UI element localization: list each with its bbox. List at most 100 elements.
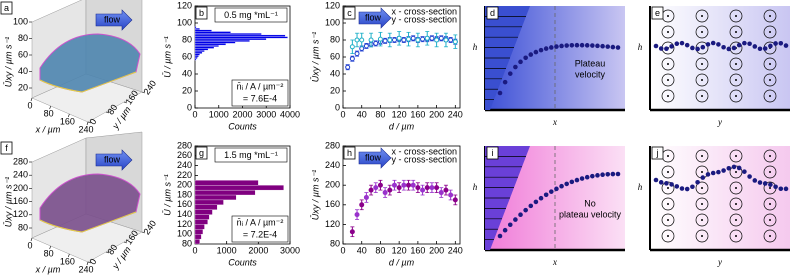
- measure-center: [667, 15, 669, 17]
- y-tick-label: 240: [325, 160, 340, 170]
- measure-circle: [763, 25, 777, 39]
- y-axis-label: Ū / µm s⁻¹: [162, 36, 172, 77]
- y-axis-label: Ūxy / µm s⁻¹: [310, 170, 320, 220]
- data-point: [429, 185, 435, 191]
- x-tick-label: 160: [410, 109, 425, 119]
- y-tick-label: 40: [182, 68, 192, 78]
- tracer-dot: [716, 42, 721, 47]
- measure-circle: [695, 197, 709, 211]
- y-tick-label: 240: [141, 78, 158, 96]
- tracer-dot: [700, 175, 706, 180]
- data-point: [420, 187, 426, 193]
- tracer-dot: [590, 43, 595, 48]
- panel-label-box: [651, 146, 664, 160]
- flow-label: flow: [365, 12, 382, 22]
- tracer-dot: [549, 189, 554, 194]
- data-point: [452, 39, 458, 45]
- tracer-dot: [742, 169, 747, 174]
- measure-circle: [695, 25, 709, 39]
- measure-center: [735, 15, 737, 17]
- schematic-axis-label: y: [717, 117, 722, 127]
- z-tick-label: 280: [13, 156, 28, 166]
- y-tick: [105, 251, 110, 254]
- tracer-dot: [778, 40, 784, 46]
- z-tick-label: 120: [13, 209, 28, 219]
- measure-circle: [661, 197, 675, 211]
- panel-label: c: [347, 8, 352, 18]
- y-tick-label: 80: [105, 243, 119, 257]
- tracer-dot: [549, 45, 554, 50]
- y-tick: [105, 111, 110, 114]
- tracer-dot: [564, 43, 569, 48]
- tracer-dot: [721, 44, 726, 50]
- x-axis-label: Counts: [228, 121, 257, 131]
- x-tick-label: 240: [78, 264, 93, 274]
- x-tick-label: 80: [44, 248, 54, 258]
- measure-center: [667, 95, 669, 97]
- plot-frame: [342, 145, 461, 245]
- data-point: [349, 229, 355, 235]
- tracer-dot: [690, 184, 695, 190]
- measure-circle: [763, 89, 777, 103]
- tracer-dot: [610, 171, 616, 177]
- measure-circle: [763, 9, 777, 23]
- tracer-dot: [768, 43, 773, 49]
- tracer-dot: [757, 46, 763, 52]
- x-axis-label: d / µm: [389, 121, 415, 131]
- schematic-axis-label: x: [552, 117, 557, 127]
- data-point: [382, 38, 388, 44]
- data-point: [349, 56, 355, 62]
- measure-circle: [661, 165, 675, 179]
- data-point: [415, 37, 421, 43]
- data-point: [429, 35, 435, 41]
- x-tick-label: 200: [429, 109, 444, 119]
- tracer-dot: [600, 172, 605, 178]
- flow-label: flow: [104, 154, 121, 164]
- histogram-bar: [194, 51, 203, 54]
- data-point: [434, 37, 440, 43]
- tracer-dot: [731, 164, 737, 170]
- y-tick-label: 0: [187, 102, 192, 112]
- measure-circle: [695, 213, 709, 227]
- z-tick-label: 80: [18, 33, 28, 43]
- measure-center: [667, 187, 669, 189]
- data-point: [377, 36, 383, 42]
- data-point: [373, 185, 379, 191]
- tracer-dot: [579, 176, 585, 181]
- data-point: [396, 185, 402, 191]
- measure-center: [769, 95, 771, 97]
- tracer-dot: [610, 44, 616, 50]
- panel-label: d: [490, 8, 495, 18]
- measure-center: [701, 63, 703, 65]
- tracer-dot: [543, 192, 549, 198]
- tracer-dot: [679, 40, 685, 46]
- panel-label-box: [651, 6, 664, 20]
- histogram-bar: [194, 214, 210, 220]
- data-point: [401, 182, 407, 188]
- panel-label: a: [4, 3, 9, 13]
- histogram-bar: [194, 31, 231, 34]
- z-tick-label: 40: [18, 66, 28, 76]
- y-tick-label: 280: [325, 140, 340, 150]
- data-point: [424, 185, 430, 191]
- tracer-dot: [533, 199, 539, 205]
- measure-center: [769, 155, 771, 157]
- histogram-bar: [194, 219, 208, 225]
- histogram-bar: [194, 39, 250, 42]
- histogram-bar: [194, 189, 256, 196]
- data-point: [368, 187, 374, 193]
- z-tick-label: 200: [13, 183, 28, 193]
- panel-label: h: [347, 148, 352, 158]
- measure-center: [769, 63, 771, 65]
- z-tick-label: 60: [18, 49, 28, 59]
- y-tick-label: 120: [177, 0, 192, 10]
- x-tick-label: 200: [429, 245, 444, 255]
- measure-center: [667, 171, 669, 173]
- z-tick-label: 160: [13, 196, 28, 206]
- tracer-dot: [538, 47, 544, 53]
- data-point: [401, 37, 407, 43]
- x-axis-label: x / µm: [35, 264, 61, 274]
- schematic-axis-label: h: [473, 182, 478, 192]
- measure-circle: [763, 73, 777, 87]
- histogram-bar: [194, 36, 288, 39]
